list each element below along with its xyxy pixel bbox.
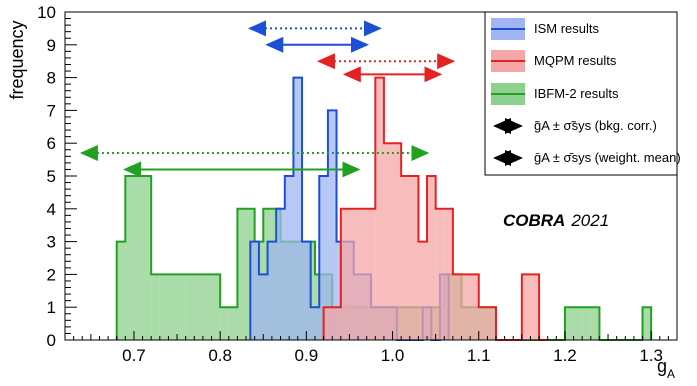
histogram-bar bbox=[642, 307, 652, 340]
histogram-bar bbox=[323, 307, 333, 340]
histogram-bar bbox=[349, 208, 359, 340]
legend-label-ism: ISM results bbox=[534, 21, 600, 36]
histogram-bar bbox=[383, 143, 393, 340]
y-tick-label: 4 bbox=[47, 200, 56, 219]
cobra-annotation-year: 2021 bbox=[570, 211, 609, 230]
histogram-bar bbox=[310, 307, 320, 340]
x-tick-label: 1.2 bbox=[553, 346, 577, 365]
histogram-bar bbox=[185, 274, 195, 340]
histogram-bar bbox=[401, 176, 410, 340]
y-tick-label: 7 bbox=[47, 101, 56, 120]
x-tick-label: 1.3 bbox=[639, 346, 663, 365]
x-tick-label: 1.1 bbox=[467, 346, 491, 365]
histogram-bar bbox=[366, 208, 376, 340]
histogram-bar bbox=[375, 77, 384, 340]
x-tick-label: 1.0 bbox=[381, 346, 405, 365]
y-tick-label: 5 bbox=[47, 167, 56, 186]
y-tick-label: 0 bbox=[47, 331, 56, 350]
legend-label-ibfm: IBFM-2 results bbox=[534, 86, 619, 101]
histogram-bar bbox=[250, 241, 259, 340]
histogram-bar bbox=[237, 208, 247, 340]
series-layer bbox=[115, 76, 653, 341]
histogram-bar bbox=[392, 143, 402, 340]
x-tick-label: 0.8 bbox=[208, 346, 232, 365]
histogram-bar bbox=[116, 241, 126, 340]
y-tick-label: 1 bbox=[47, 298, 56, 317]
y-tick-label: 2 bbox=[47, 265, 56, 284]
histogram-bar bbox=[470, 274, 479, 340]
histogram-bar bbox=[409, 176, 419, 340]
y-axis-label: frequency bbox=[7, 20, 27, 99]
histogram-bar bbox=[133, 176, 143, 340]
histogram-bar bbox=[564, 307, 574, 340]
histogram-bar bbox=[319, 176, 328, 340]
x-tick-label: 0.7 bbox=[122, 346, 146, 365]
axis-layer: 0.7 0.8 0.9 1.0 1.1 1.2 1.3 0 1 2 3 4 5 6 7 8 9 10 bbox=[37, 3, 678, 365]
histogram-bar bbox=[258, 274, 268, 340]
histogram-bar bbox=[194, 274, 203, 340]
histogram-bar bbox=[151, 274, 160, 340]
legend-label-bkg-corr: g̃A ± σ̃sys (bkg. corr.) bbox=[534, 118, 657, 133]
histogram-bar bbox=[159, 274, 169, 340]
cobra-annotation: COBRA 2021 bbox=[503, 211, 609, 230]
series-2 bbox=[322, 76, 548, 341]
histogram-bar bbox=[284, 176, 294, 340]
histogram-bar bbox=[302, 241, 311, 340]
x-axis-label-subscript: A bbox=[667, 367, 675, 381]
histogram-bar bbox=[202, 274, 212, 340]
histogram-bar bbox=[358, 208, 367, 340]
histogram-bar bbox=[125, 176, 134, 340]
y-tick-label: 10 bbox=[37, 3, 56, 22]
histogram-bar bbox=[521, 274, 531, 340]
histogram-bar bbox=[487, 307, 496, 340]
interval-layer bbox=[79, 20, 456, 178]
x-axis-label-main: g bbox=[657, 356, 667, 376]
y-tick-label: 3 bbox=[47, 233, 56, 252]
x-tick-label: 0.9 bbox=[295, 346, 319, 365]
histogram-bar bbox=[530, 274, 540, 340]
histogram-bar bbox=[142, 176, 152, 340]
histogram-bar bbox=[582, 307, 591, 340]
histogram-bar bbox=[573, 307, 583, 340]
histogram-bar bbox=[220, 307, 229, 340]
histogram-bar bbox=[478, 307, 488, 340]
y-tick-label: 6 bbox=[47, 134, 56, 153]
histogram-bar bbox=[177, 274, 186, 340]
histogram-bar bbox=[452, 274, 462, 340]
histogram-bar bbox=[332, 307, 341, 340]
histogram-bar bbox=[427, 176, 436, 340]
histogram-bar bbox=[228, 307, 238, 340]
histogram-bar bbox=[293, 77, 303, 340]
histogram-bar bbox=[267, 241, 277, 340]
histogram-bar bbox=[444, 208, 453, 340]
legend-label-mqpm: MQPM results bbox=[534, 53, 617, 68]
histogram-bar bbox=[435, 208, 445, 340]
histogram-bar bbox=[340, 208, 350, 340]
legend: ISM results MQPM results IBFM-2 results … bbox=[484, 11, 681, 176]
histogram-bar bbox=[461, 274, 471, 340]
histogram-bar bbox=[327, 110, 337, 341]
y-tick-label: 8 bbox=[47, 69, 56, 88]
histogram-bar bbox=[276, 208, 285, 340]
histogram-bar bbox=[211, 274, 221, 340]
histogram-bar bbox=[418, 241, 428, 340]
legend-label-weight-mean: ḡA ± σ̄sys (weight. mean) bbox=[534, 150, 681, 165]
x-axis-label: gA bbox=[657, 356, 675, 381]
cobra-annotation-bold: COBRA bbox=[503, 211, 565, 230]
histogram-bar bbox=[168, 274, 178, 340]
histogram-bar bbox=[590, 307, 600, 340]
y-tick-label: 9 bbox=[47, 36, 56, 55]
